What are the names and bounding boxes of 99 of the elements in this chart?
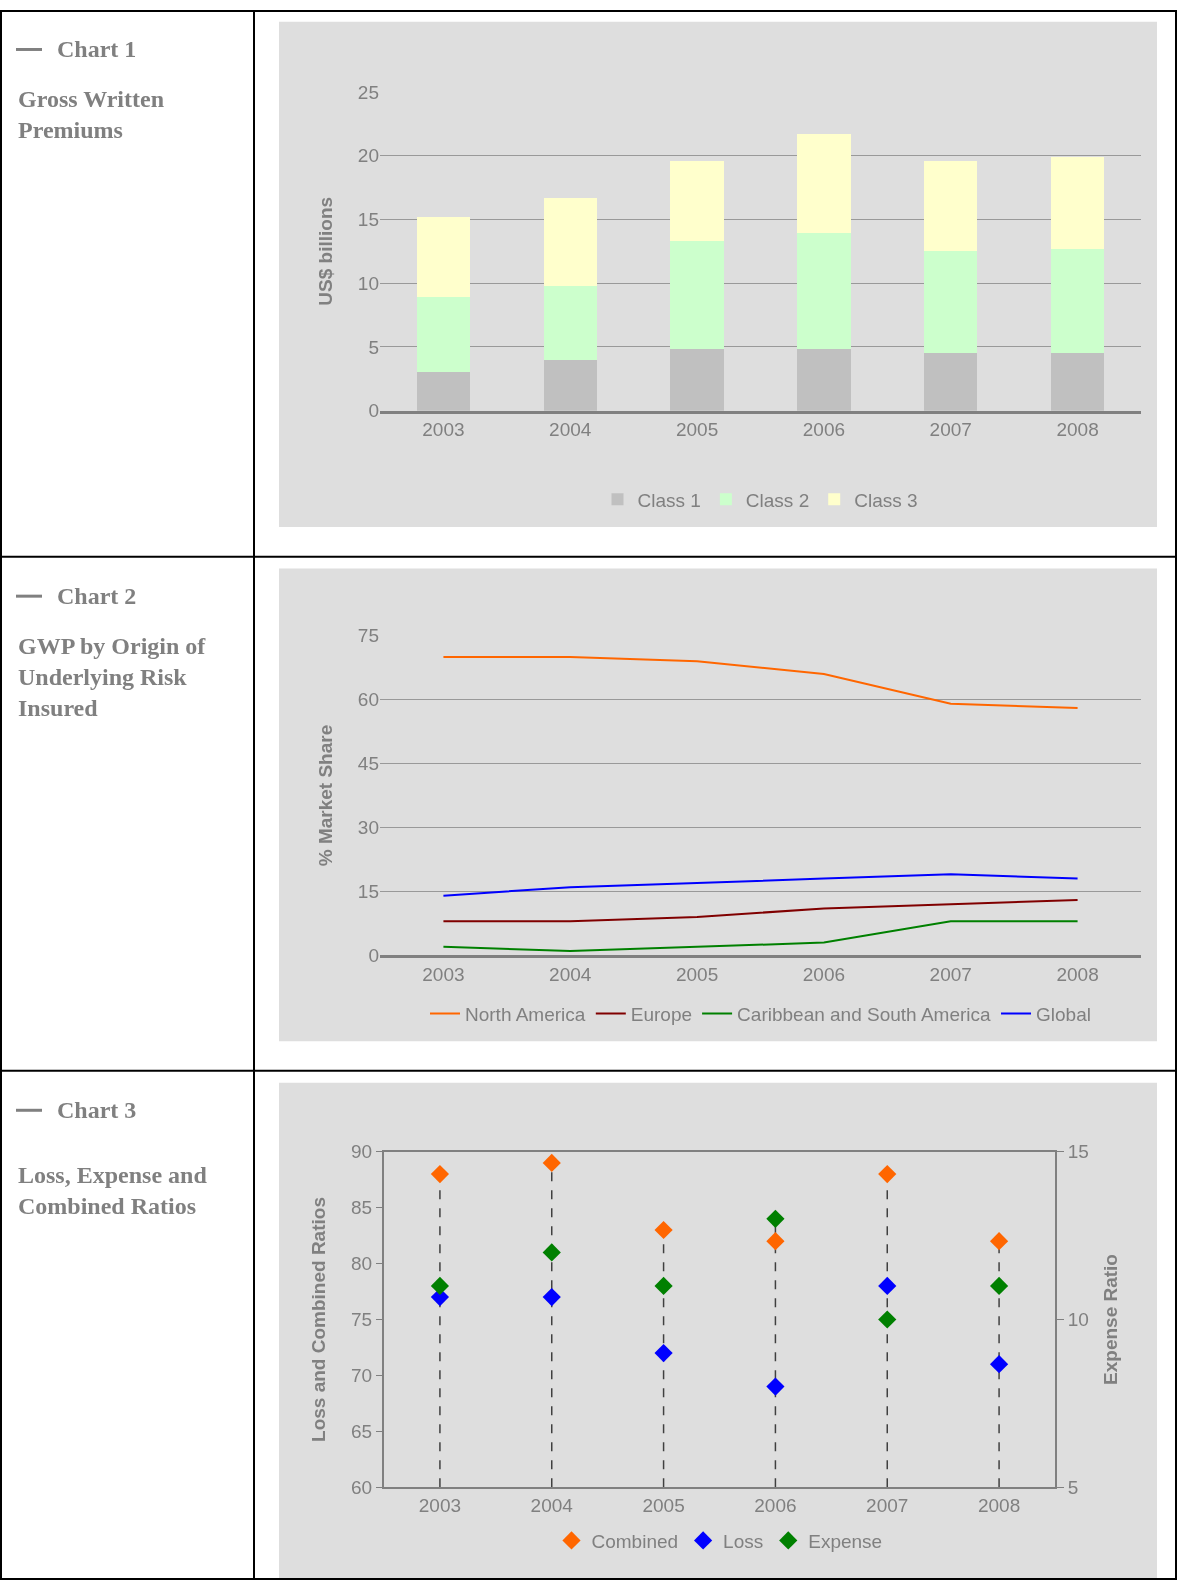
line-series [442,655,1079,710]
y-tick-label: 0 [368,945,379,966]
point [989,1355,1009,1374]
bar [797,349,851,411]
x-tick-label: 2005 [642,1495,685,1517]
x-tick-label: 2006 [802,419,846,441]
point [542,1153,561,1173]
legend-label: Class 1 [637,489,701,511]
point [542,1243,561,1262]
bar [1050,353,1105,411]
text: Chart 1 [57,36,137,62]
legend-label: Loss [723,1530,764,1552]
y-tick-label: 75 [351,1309,373,1331]
point [878,1310,897,1329]
y-tick-label: 90 [351,1141,373,1163]
y-tick-label: 15 [357,209,379,231]
x-tick-label: 2007 [866,1495,909,1517]
y-axis-title: % Market Share [314,724,336,867]
point [430,1276,450,1296]
y2-tick-label: 5 [1067,1476,1079,1498]
y-tick-label: 30 [357,817,379,839]
y-tick-label: 25 [357,81,379,103]
y-tick-label: 20 [357,145,379,167]
point [989,1276,1009,1296]
y-axis-title: Loss and Combined Ratios [308,1197,330,1442]
point [542,1288,561,1307]
bar [924,353,978,411]
line-series [442,920,1079,953]
bar [543,285,597,360]
text: Loss, Expense and Combined Ratios [18,1162,208,1220]
bar [797,233,851,350]
legend-label: Global [1036,1003,1091,1025]
x-tick-label: 2003 [418,1495,462,1517]
x-tick-label: 2003 [422,419,465,441]
y-tick-label: 85 [351,1197,373,1219]
legend-label: Europe [630,1003,693,1025]
y2-tick-label: 15 [1067,1141,1089,1163]
x-tick-label: 2004 [549,419,592,441]
point [654,1220,673,1240]
x-tick-label: 2008 [1056,964,1099,986]
bar [416,297,471,373]
y-tick-label: 45 [357,753,379,775]
legend-label: Expense [808,1530,883,1552]
point [989,1232,1009,1251]
bar [1050,248,1105,354]
legend-label: Class 2 [745,489,810,511]
y2-tick-label: 10 [1067,1309,1089,1331]
x-tick-label: 2007 [929,964,972,986]
point [766,1209,785,1228]
y2-axis-title: Expense Ratio [1099,1254,1121,1385]
y-tick-label: 10 [357,272,379,294]
x-tick-label: 2008 [1056,419,1099,441]
legend-label: Class 3 [854,489,918,511]
x-tick-label: 2005 [675,419,719,441]
point [878,1165,897,1184]
y-tick-label: 0 [368,400,379,422]
bar [670,349,724,411]
bar [670,160,724,242]
point [654,1343,673,1363]
bar [1050,156,1105,249]
legend-label: Caribbean and South America [737,1003,992,1025]
legend-label: Combined [591,1530,679,1552]
x-tick-label: 2005 [675,964,719,986]
line-series [442,898,1079,923]
y-tick-label: 65 [351,1420,373,1442]
x-tick-label: 2008 [977,1495,1021,1517]
text: Chart 2 [57,583,137,609]
line-series [442,873,1079,897]
bar [416,216,471,298]
point [766,1232,785,1251]
x-tick-label: 2004 [530,1495,574,1517]
text: GWP by Origin of Underlying Risk Insured [18,633,207,722]
y-axis-title: US$ billions [314,196,336,306]
point [654,1276,673,1296]
bar [924,251,978,354]
bar [797,133,851,234]
y-tick-label: 80 [351,1253,373,1275]
y-tick-label: 70 [351,1365,373,1387]
x-tick-label: 2004 [549,964,592,986]
y-tick-label: 75 [357,625,379,647]
bar [543,197,597,286]
text: Gross Written Premiums [18,86,165,144]
point [430,1165,450,1184]
bar [670,241,724,350]
text: Chart 3 [57,1097,137,1123]
bar [924,160,978,252]
bar [543,359,597,411]
x-tick-label: 2003 [422,964,465,986]
bar [416,372,471,411]
x-tick-label: 2006 [802,964,846,986]
y-tick-label: 60 [357,689,379,711]
point [766,1377,785,1396]
y-tick-label: 15 [357,881,379,903]
legend-label: North America [465,1003,586,1025]
x-tick-label: 2007 [929,419,972,441]
y-tick-label: 60 [351,1476,373,1498]
point [878,1276,897,1296]
y-tick-label: 5 [368,336,379,358]
x-tick-label: 2006 [754,1495,797,1517]
